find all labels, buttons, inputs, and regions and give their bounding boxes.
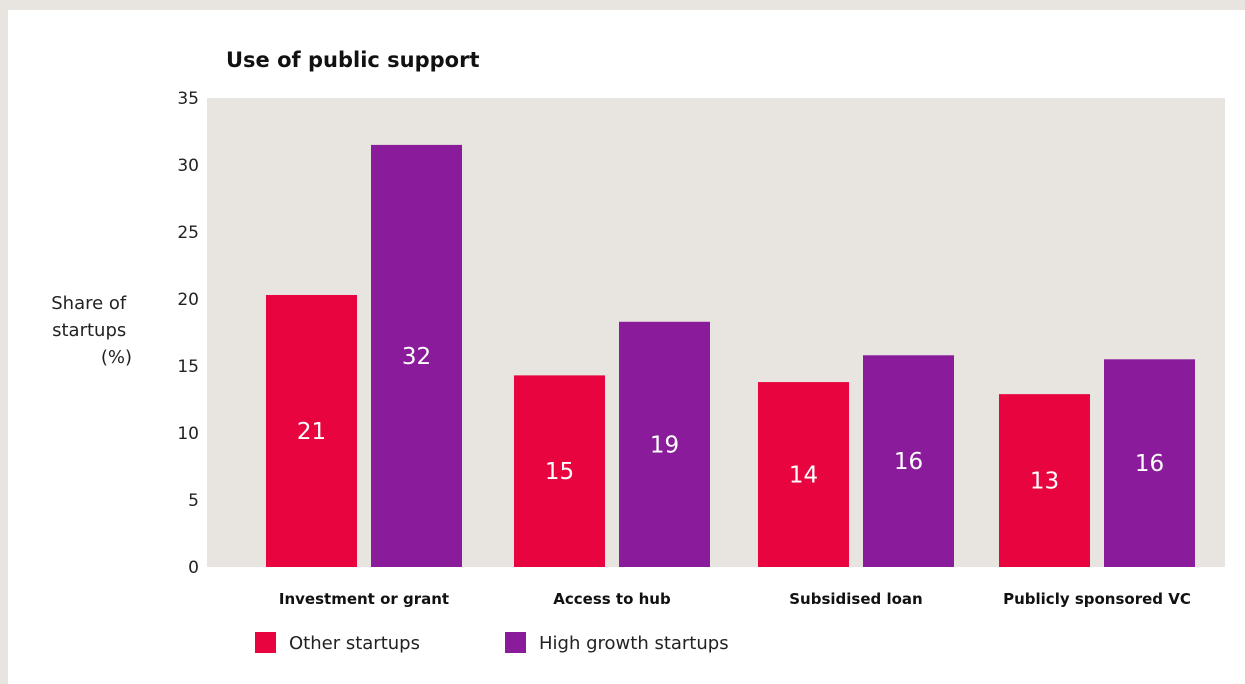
y-tick-label-15: 15	[177, 357, 199, 377]
y-axis-label-line-3: (%)	[101, 347, 132, 368]
bar-high-growth-0	[371, 144, 462, 567]
data-label-other-1: 15	[545, 459, 574, 485]
bar-high-growth-1	[619, 321, 710, 567]
y-tick-label-10: 10	[177, 424, 199, 444]
y-tick-label-0: 0	[188, 558, 199, 578]
legend-swatch-1	[505, 632, 526, 653]
data-label-high-growth-0: 32	[402, 344, 431, 370]
category-labels: Investment or grant Access to hub Subsidis…	[279, 590, 1191, 608]
bar-chart: Use of public support Share of startups …	[51, 48, 1225, 654]
data-label-high-growth-1: 19	[650, 432, 679, 458]
y-tick-label-30: 30	[177, 156, 199, 176]
bars: 21 32 15 19 14 16 13 16	[266, 144, 1195, 567]
category-label-1: Access to hub	[553, 590, 671, 608]
legend-label-1: High growth startups	[539, 633, 729, 654]
bar-other-2	[758, 382, 849, 567]
bar-other-3	[999, 394, 1090, 567]
legend-swatch-0	[255, 632, 276, 653]
data-label-high-growth-2: 16	[894, 449, 923, 475]
category-label-0: Investment or grant	[279, 590, 449, 608]
bar-other-1	[514, 375, 605, 567]
data-label-other-2: 14	[789, 463, 818, 489]
y-tick-label-35: 35	[177, 89, 199, 109]
y-axis-ticks: 0 5 10 15 20 25 30 35	[177, 89, 199, 578]
data-label-high-growth-3: 16	[1135, 451, 1164, 477]
legend: Other startups High growth startups	[255, 632, 729, 654]
y-tick-label-25: 25	[177, 223, 199, 243]
y-axis-label-line-1: Share of	[51, 293, 127, 314]
bar-other-0	[266, 294, 357, 567]
chart-title: Use of public support	[226, 48, 480, 72]
legend-label-0: Other startups	[289, 633, 420, 654]
y-tick-label-20: 20	[177, 290, 199, 310]
category-label-3: Publicly sponsored VC	[1003, 590, 1191, 608]
chart-card: Use of public support Share of startups …	[8, 10, 1245, 684]
data-label-other-0: 21	[297, 419, 326, 445]
bar-high-growth-2	[863, 355, 954, 567]
y-tick-label-5: 5	[188, 491, 199, 511]
data-label-other-3: 13	[1030, 469, 1059, 495]
y-axis-label: Share of startups (%)	[51, 293, 132, 368]
category-label-2: Subsidised loan	[789, 590, 922, 608]
bar-high-growth-3	[1104, 359, 1195, 567]
y-axis-label-line-2: startups	[52, 320, 126, 341]
